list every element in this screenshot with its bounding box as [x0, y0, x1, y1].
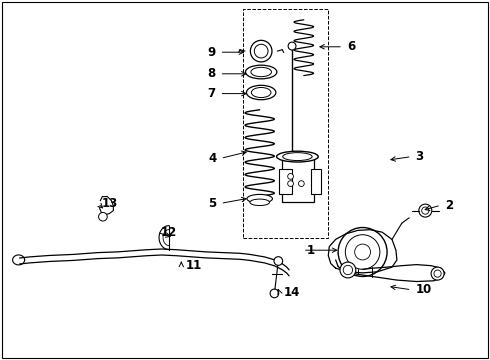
Text: 6: 6: [347, 40, 355, 53]
Circle shape: [250, 40, 272, 62]
Bar: [311, 169, 321, 194]
Text: 8: 8: [207, 67, 216, 80]
Ellipse shape: [283, 153, 312, 161]
Ellipse shape: [251, 87, 271, 98]
Circle shape: [431, 267, 444, 280]
Text: 5: 5: [208, 197, 217, 210]
Circle shape: [288, 181, 294, 186]
Text: 3: 3: [416, 150, 424, 163]
Circle shape: [274, 257, 283, 265]
Ellipse shape: [246, 85, 276, 100]
Text: 1: 1: [307, 244, 315, 257]
Circle shape: [343, 265, 353, 275]
Ellipse shape: [276, 151, 318, 162]
Text: 13: 13: [102, 197, 118, 210]
Bar: [279, 169, 292, 194]
Text: 11: 11: [185, 259, 201, 272]
Bar: [282, 158, 314, 202]
Circle shape: [355, 244, 370, 260]
Text: 14: 14: [283, 286, 300, 299]
Text: 4: 4: [208, 152, 217, 165]
Circle shape: [98, 212, 107, 221]
Ellipse shape: [288, 42, 296, 50]
Ellipse shape: [247, 194, 272, 203]
Text: 2: 2: [445, 199, 453, 212]
Bar: [243, 9, 328, 238]
Circle shape: [419, 204, 432, 217]
Text: 10: 10: [416, 283, 432, 296]
Circle shape: [338, 228, 387, 276]
Text: 12: 12: [161, 226, 177, 239]
Circle shape: [254, 44, 268, 58]
Circle shape: [288, 174, 294, 179]
Text: 7: 7: [207, 87, 216, 100]
Ellipse shape: [251, 67, 271, 77]
Ellipse shape: [245, 65, 277, 79]
Circle shape: [340, 262, 356, 278]
Circle shape: [422, 207, 429, 214]
Circle shape: [434, 270, 441, 277]
Circle shape: [298, 181, 304, 186]
Circle shape: [345, 235, 380, 269]
Circle shape: [270, 289, 279, 298]
Text: 9: 9: [207, 46, 216, 59]
Ellipse shape: [250, 199, 270, 206]
